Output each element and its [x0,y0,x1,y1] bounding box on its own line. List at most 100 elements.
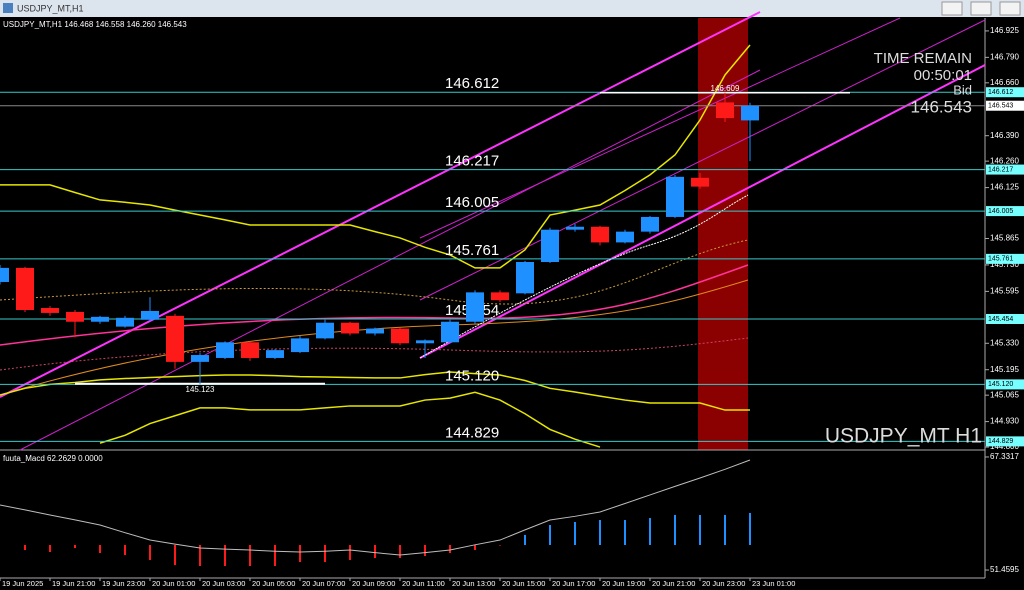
candle-body [191,355,209,362]
candle-body [491,292,509,301]
candle-body [341,322,359,334]
y-tick-label: 145.595 [990,286,1019,295]
level-tag-label: 144.829 [988,438,1013,445]
x-tick-label: 20 Jun 21:00 [652,579,695,588]
bid-tag-label: 146.543 [988,103,1013,110]
session-highlight [698,18,748,450]
level-tag [986,164,1024,175]
high-label: 146.609 [711,84,740,93]
candle-body [41,308,59,313]
histogram-bar [749,512,751,545]
candle-body [66,311,84,322]
candle-body [591,226,609,243]
level-tag-label: 146.612 [988,89,1013,96]
chart-title: USDJPY_MT,H1 146.468 146.558 146.260 146… [3,20,187,29]
histogram-bar [249,545,251,567]
x-tick-label: 23 Jun 01:00 [752,579,795,588]
y-tick-label: 67.3317 [990,452,1019,461]
x-tick-label: 20 Jun 15:00 [502,579,545,588]
candle-body [741,105,759,121]
histogram-bar [699,514,701,545]
histogram-bar [399,545,401,558]
candle-body [566,226,584,230]
y-tick-label: 144.930 [990,417,1019,426]
level-label: 146.217 [445,153,499,170]
y-tick-label: 145.865 [990,234,1019,243]
y-tick-label: 145.195 [990,365,1019,374]
y-tick-label: 146.925 [990,26,1019,35]
level-tag [986,206,1024,217]
low-label: 145.123 [186,385,215,394]
x-tick-label: 20 Jun 03:00 [202,579,245,588]
candle-body [516,262,534,294]
y-tick-label: 146.125 [990,183,1019,192]
chart-layer: 146.925 146.790 146.660 146.390 146.260 146.1… [0,26,1024,588]
y-tick-label: 146.390 [990,131,1019,140]
histogram-bar [174,545,176,566]
candle-body [166,315,184,362]
histogram-bar [524,534,526,545]
candle-body [291,338,309,353]
y-tick-label: 145.330 [990,338,1019,347]
candle-body [366,328,384,334]
minimize-button[interactable] [941,1,963,16]
channel-line [419,19,986,301]
y-tick-label: 145.065 [990,390,1019,399]
histogram-bar [274,545,276,567]
histogram-bar [99,545,101,553]
candle-body [616,231,634,243]
candle-body [416,340,434,344]
candle-body [441,321,459,343]
timer-title: TIME REMAIN [874,50,972,67]
window-icon [3,3,13,13]
channel-line [419,17,901,239]
histogram-bar [599,520,601,545]
candle-body [91,316,109,322]
x-tick-label: 20 Jun 07:00 [302,579,345,588]
histogram-bar [649,518,651,545]
indicator-line [99,391,601,448]
histogram-bar [549,525,551,545]
level-tag [986,87,1024,98]
histogram-bar [124,545,126,555]
histogram-bar [49,545,51,553]
x-tick-label: 20 Jun 01:00 [152,579,195,588]
y-tick-label: 146.790 [990,52,1019,61]
maximize-button[interactable] [970,1,992,16]
candle-body [666,176,684,217]
level-tag-label: 146.217 [988,166,1013,173]
x-tick-label: 20 Jun 23:00 [702,579,745,588]
histogram-bar [624,520,626,545]
x-tick-label: 20 Jun 19:00 [602,579,645,588]
window-title: USDJPY_MT,H1 [17,3,84,13]
candle-body [266,350,284,358]
close-button[interactable] [999,1,1021,16]
signal-line [0,459,751,556]
level-label: 146.005 [445,194,499,211]
x-tick-label: 19 Jun 21:00 [52,579,95,588]
timer: 00:50:01 [914,67,972,84]
level-tag-label: 146.005 [988,208,1013,215]
level-tag [986,436,1024,447]
histogram-bar [299,545,301,563]
x-tick-label: 20 Jun 09:00 [352,579,395,588]
histogram-bar [374,545,376,558]
histogram-bar [74,545,76,549]
candle-body [541,229,559,263]
candle-body [641,216,659,232]
level-tag [986,253,1024,264]
y-tick-label: 144.800 [990,442,1019,451]
candle-body [0,267,9,282]
histogram-bar [224,545,226,567]
candle-body [716,102,734,119]
indicator-line [0,371,750,411]
candle-body [241,342,259,358]
x-tick-label: 20 Jun 11:00 [402,579,445,588]
y-tick-label: 146.660 [990,78,1019,87]
moving-average [0,279,749,396]
title-bar [0,0,1024,17]
histogram-bar [324,545,326,563]
candle-body [216,342,234,358]
